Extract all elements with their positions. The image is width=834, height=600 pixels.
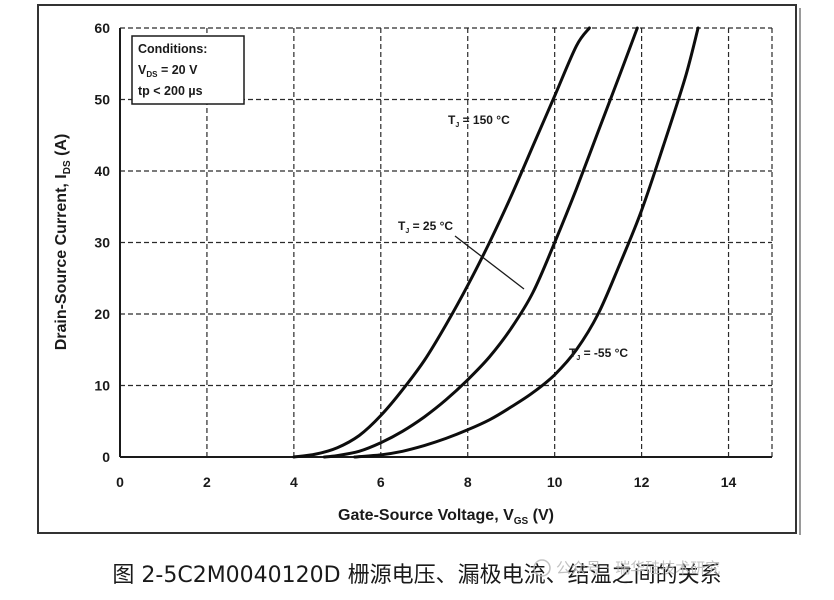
y-tick-label-0: 0 [102, 449, 110, 465]
x-tick-label-8: 8 [464, 474, 472, 490]
watermark-text: 公众号 · 瑞华硅技术研究 [556, 559, 720, 577]
annotation-150c-symbol: T [448, 113, 456, 127]
annotation-25c-text: = 25 °C [409, 219, 453, 233]
y-tick-label-50: 50 [94, 92, 110, 108]
x-tick-label-10: 10 [547, 474, 563, 490]
conditions-vds-value: = 20 V [157, 63, 198, 77]
series [292, 26, 700, 459]
conditions-vds-symbol: V [138, 63, 147, 77]
x-axis-title-subscript: GS [514, 516, 529, 527]
series-line-tj-25c [322, 26, 639, 459]
conditions-title: Conditions: [138, 42, 207, 56]
annotation-25c: TJ = 25 °C [398, 219, 453, 235]
conditions-vds: VDS = 20 V [138, 63, 198, 79]
x-tick-label-12: 12 [634, 474, 650, 490]
y-tick-label-30: 30 [94, 235, 110, 251]
series-line-tj-150c [292, 26, 591, 459]
x-axis-title: Gate-Source Voltage, VGS (V) [338, 507, 554, 527]
annotation-25c-subscript: J [405, 228, 409, 235]
y-tick-label-40: 40 [94, 163, 110, 179]
x-axis-title-unit: (V) [528, 507, 554, 524]
y-axis-title-main: Drain-Source Current, I [53, 174, 70, 350]
annotation-150c-subscript: J [455, 122, 459, 129]
annotation-25c-arrow [454, 235, 525, 290]
x-tick-label-4: 4 [290, 474, 298, 490]
conditions-tp: tp < 200 µs [138, 84, 203, 98]
conditions-frame [131, 35, 245, 105]
x-tick-label-2: 2 [203, 474, 211, 490]
y-tick-label-60: 60 [94, 20, 110, 36]
annotation-150c: TJ = 150 °C [448, 113, 510, 129]
annotation-minus55c-text: = -55 °C [580, 346, 628, 360]
wechat-icon [533, 559, 551, 577]
ticks: 0 2 4 6 8 10 12 14 0 10 20 30 40 50 60 [94, 20, 736, 490]
conditions-box: Conditions: VDS = 20 V tp < 200 µs [131, 35, 245, 105]
watermark: 公众号 · 瑞华硅技术研究 [533, 559, 720, 577]
y-tick-label-10: 10 [94, 378, 110, 394]
figure-caption: 图 2-5C2M0040120D 栅源电压、漏极电流、结温之间的关系 [112, 563, 721, 588]
y-axis-title-subscript: DS [62, 160, 73, 174]
x-tick-label-6: 6 [377, 474, 385, 490]
annotation-25c-symbol: T [398, 219, 406, 233]
x-tick-label-0: 0 [116, 474, 124, 490]
annotation-minus55c-subscript: J [576, 355, 580, 362]
x-axis-title-main: Gate-Source Voltage, V [338, 507, 514, 524]
series-line-tj-minus55c [353, 26, 700, 459]
annotation-minus55c-symbol: T [569, 346, 577, 360]
annotation-minus55c: TJ = -55 °C [569, 346, 628, 362]
x-tick-label-14: 14 [721, 474, 737, 490]
y-axis-title-unit: (A) [53, 134, 70, 161]
conditions-vds-subscript: DS [146, 70, 158, 79]
y-tick-label-20: 20 [94, 306, 110, 322]
y-axis-title: Drain-Source Current, IDS (A) [53, 134, 73, 351]
annotation-150c-text: = 150 °C [459, 113, 510, 127]
